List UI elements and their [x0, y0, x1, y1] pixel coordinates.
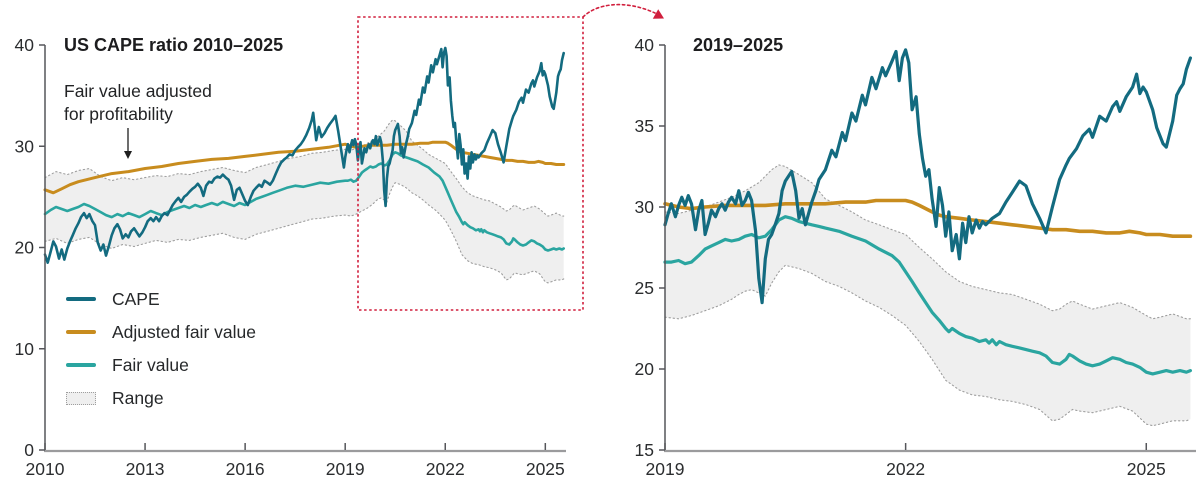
x-tick-label: 2025	[526, 459, 565, 479]
range-band-bottom-edge	[664, 264, 1191, 427]
right-panel-title: 2019–2025	[693, 35, 784, 55]
x-tick-label: 2010	[26, 459, 65, 479]
legend-item-fair_value: Fair value	[66, 354, 256, 375]
legend-item-range: Range	[66, 387, 256, 408]
y-tick-label: 25	[635, 278, 654, 298]
y-tick-label: 15	[635, 440, 654, 460]
legend-item-adjusted_fair_value: Adjusted fair value	[66, 321, 256, 342]
x-tick-label: 2013	[126, 459, 165, 479]
legend: CAPE Adjusted fair value Fair value Range	[66, 288, 256, 423]
legend-label: Fair value	[112, 354, 189, 375]
cape-line	[663, 48, 1193, 305]
y-tick-label: 35	[635, 116, 654, 136]
range-band	[45, 119, 564, 283]
y-tick-label: 0	[24, 440, 34, 460]
y-tick-label: 40	[635, 35, 655, 55]
y-tick-label: 20	[635, 359, 655, 379]
y-tick-label: 10	[15, 339, 35, 359]
legend-swatch-fair_value-icon	[66, 363, 96, 367]
range-band	[665, 164, 1191, 426]
y-tick-label: 20	[15, 238, 35, 258]
fair-value-annotation: Fair value adjusted for profitability	[64, 81, 212, 124]
range-band-top-edge	[44, 119, 565, 217]
range-band-top-edge	[664, 164, 1191, 320]
legend-swatch-adjusted_fair_value-icon	[66, 330, 96, 334]
x-tick-label: 2022	[886, 459, 925, 479]
annotation-arrowhead-icon	[124, 151, 132, 159]
legend-label: CAPE	[112, 288, 160, 309]
legend-label: Range	[112, 387, 164, 408]
x-tick-label: 2019	[326, 459, 365, 479]
legend-item-cape: CAPE	[66, 288, 256, 309]
x-tick-label: 2022	[426, 459, 465, 479]
y-tick-label: 30	[635, 197, 655, 217]
zoom-region-box	[357, 16, 584, 311]
legend-swatch-range-icon	[66, 391, 96, 405]
y-tick-label: 40	[15, 35, 35, 55]
left-panel-title: US CAPE ratio 2010–2025	[64, 35, 284, 55]
zoom-arrowhead-icon	[652, 9, 664, 19]
legend-label: Adjusted fair value	[112, 321, 256, 342]
x-tick-label: 2019	[646, 459, 685, 479]
x-tick-label: 2016	[226, 459, 265, 479]
zoom-arrow	[582, 3, 656, 18]
x-tick-label: 2025	[1127, 459, 1166, 479]
fair-value-line	[663, 215, 1193, 376]
legend-swatch-cape-icon	[66, 297, 96, 301]
adjusted-fair-value-line	[43, 140, 566, 195]
y-tick-label: 30	[15, 136, 35, 156]
